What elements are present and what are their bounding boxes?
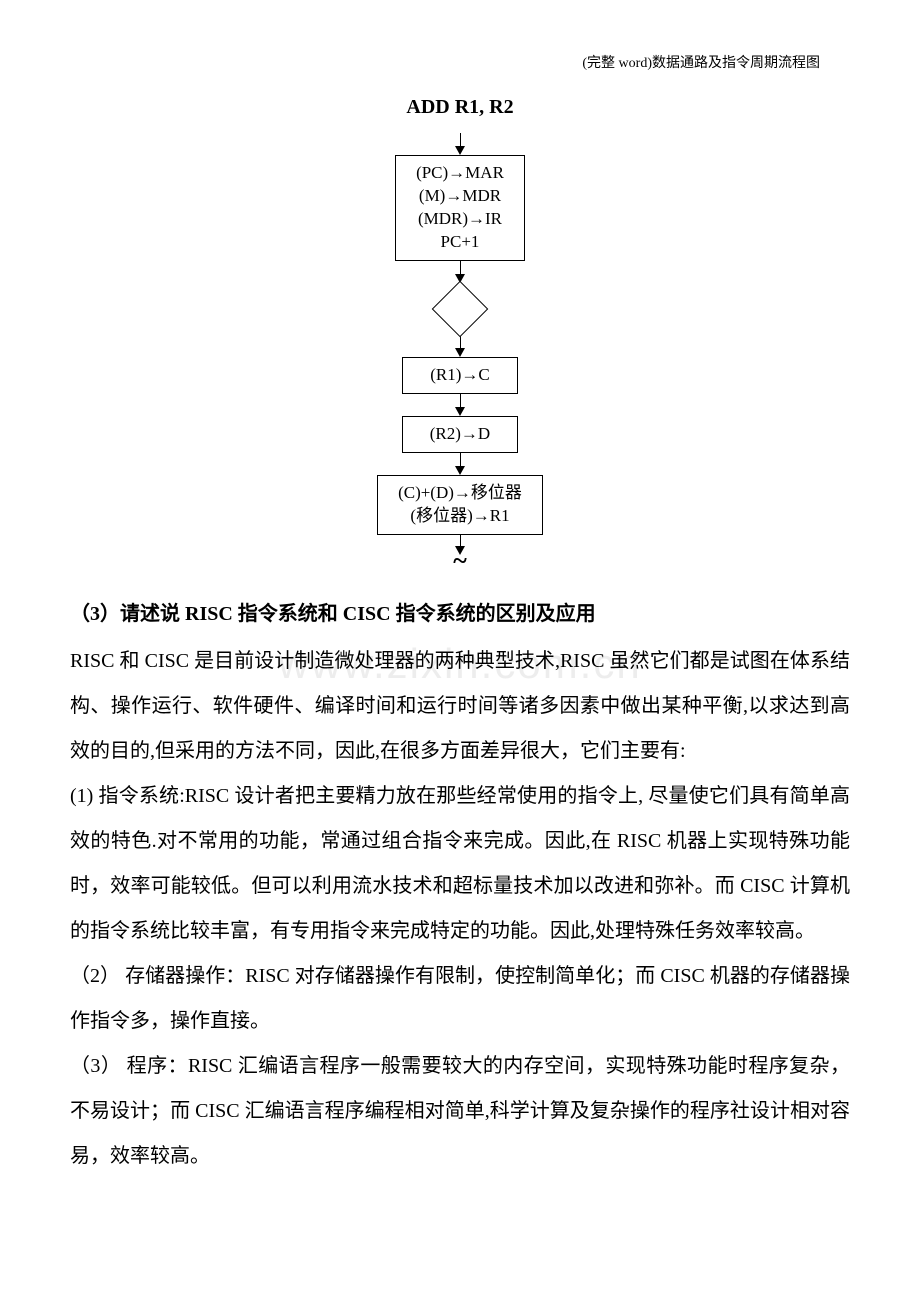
question-title: （3）请述说 RISC 指令系统和 CISC 指令系统的区别及应用 — [70, 592, 850, 637]
fetch-line-4: PC+1 — [404, 231, 516, 254]
arrow-1 — [455, 133, 465, 155]
fetch-line-1: (PC)→MAR — [404, 162, 516, 185]
decision-diamond — [432, 280, 489, 337]
shift-line-1: (C)+(D)→移位器 — [386, 482, 534, 505]
flow-box-r1c: (R1)→C — [402, 357, 518, 394]
arrow-2 — [455, 261, 465, 283]
paragraph-intro: RISC 和 CISC 是目前设计制造微处理器的两种典型技术,RISC 虽然它们… — [70, 639, 850, 774]
flowchart-title: ADD R1, R2 — [406, 96, 513, 119]
header-note: (完整 word)数据通路及指令周期流程图 — [582, 52, 820, 72]
fetch-line-2: (M)→MDR — [404, 185, 516, 208]
body-content: （3）请述说 RISC 指令系统和 CISC 指令系统的区别及应用 RISC 和… — [70, 592, 850, 1179]
arrow-4 — [455, 394, 465, 416]
flow-box-fetch: (PC)→MAR (M)→MDR (MDR)→IR PC+1 — [395, 155, 525, 261]
flow-box-shift: (C)+(D)→移位器 (移位器)→R1 — [377, 475, 543, 535]
paragraph-2: （2） 存储器操作：RISC 对存储器操作有限制，使控制简单化；而 CISC 机… — [70, 954, 850, 1044]
flowchart: ADD R1, R2 (PC)→MAR (M)→MDR (MDR)→IR PC+… — [70, 96, 850, 564]
fetch-line-3: (MDR)→IR — [404, 208, 516, 231]
paragraph-1: (1) 指令系统:RISC 设计者把主要精力放在那些经常使用的指令上, 尽量使它… — [70, 774, 850, 954]
arrow-5 — [455, 453, 465, 475]
flow-box-r2d: (R2)→D — [402, 416, 518, 453]
flow-end-tilde: ~ — [453, 557, 467, 565]
paragraph-3: （3） 程序：RISC 汇编语言程序一般需要较大的内存空间，实现特殊功能时程序复… — [70, 1044, 850, 1179]
shift-line-2: (移位器)→R1 — [386, 505, 534, 528]
arrow-3 — [455, 335, 465, 357]
